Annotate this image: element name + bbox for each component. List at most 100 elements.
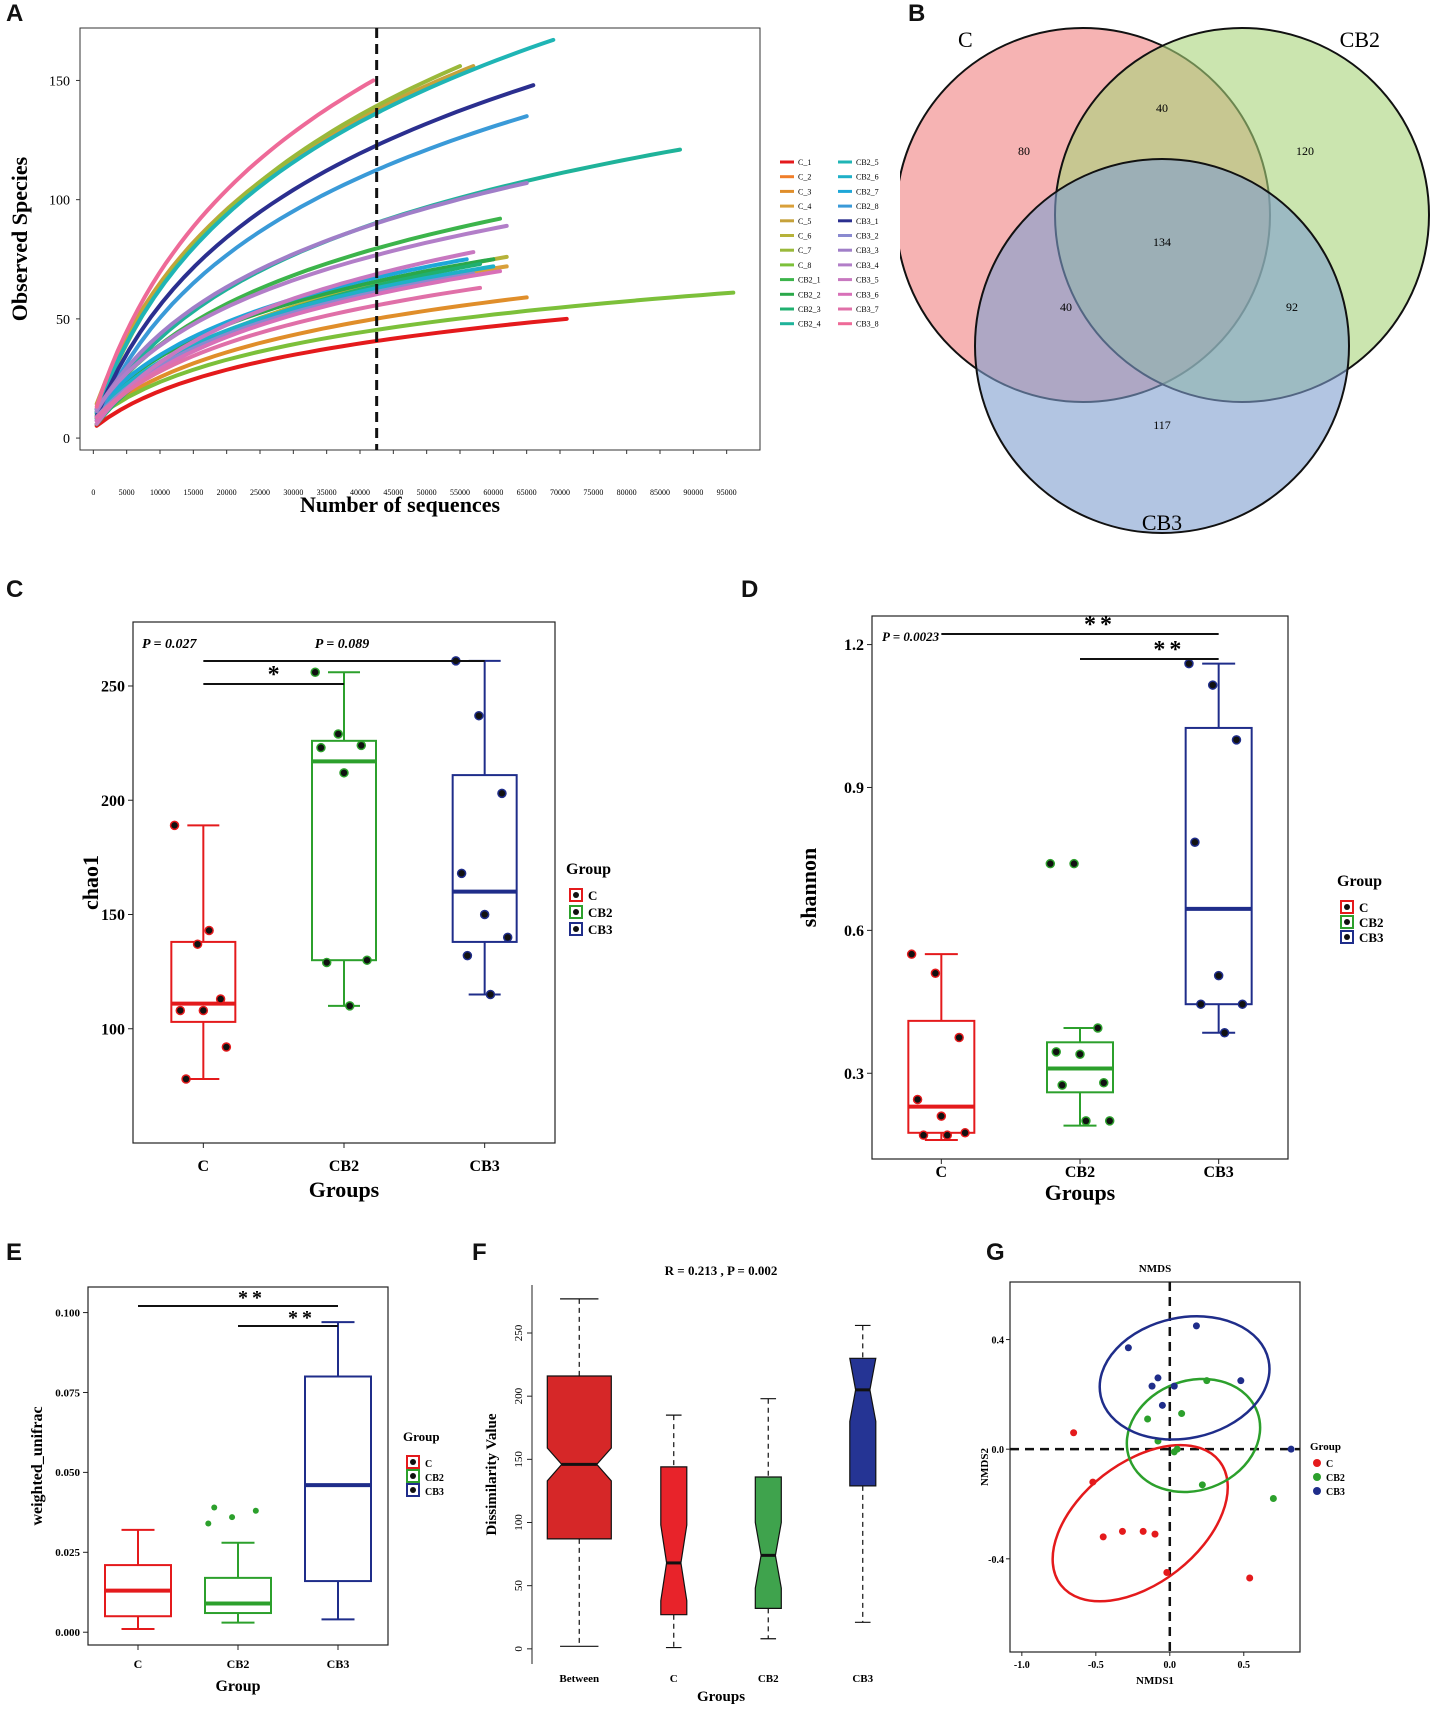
legend-label-c: C [588,888,597,903]
legend-label-c_2: C_2 [798,173,811,182]
venn-set-label-cb3: CB3 [1142,510,1182,535]
box-cb3 [304,1375,372,1583]
legend-key-cb2 [1340,915,1354,929]
legend-label-cb2_8: CB2_8 [856,202,879,211]
legend-title: Group [1337,873,1382,890]
data-point-cb2 [1269,1495,1277,1503]
data-point-c [1099,1533,1107,1541]
x-tick-label: 75000 [583,488,603,497]
legend-label-cb2_6: CB2_6 [856,173,879,182]
data-point-cb2 [1144,1415,1152,1423]
x-tick-label-cb2: CB2 [227,1657,250,1671]
legend-key-cb2 [569,905,583,919]
legend-key-dot-cb2 [1344,919,1350,925]
data-point-c [204,925,214,936]
legend-label-cb3_8: CB3_8 [856,320,879,329]
x-tick-label: 80000 [617,488,637,497]
x-tick-label: 60000 [483,488,503,497]
y-tick-label: 100 [513,1514,525,1531]
data-point-cb2 [1057,1080,1067,1090]
x-tick-label-c: C [936,1164,948,1181]
data-point-cb2 [362,955,372,965]
p-value-overall: P = 0.0023 [882,629,940,644]
x-tick-label: 50000 [417,488,437,497]
x-tick-label: 40000 [350,488,370,497]
series-line-cb3_5 [94,250,476,426]
plot-frame [1009,1281,1301,1653]
venn-set-label-cb2: CB2 [1340,27,1380,52]
data-point-cb3 [1231,735,1242,745]
y-tick-label: 50 [56,313,70,328]
panel-letter-a: A [6,0,24,27]
legend-key-c [1313,1459,1321,1467]
data-point-c [169,820,180,831]
data-point-cb2 [1104,1116,1115,1126]
x-axis-label: Groups [697,1689,745,1705]
legend-label-c_8: C_8 [798,261,811,270]
data-point-c [175,1005,186,1016]
y-tick-label: 150 [513,1451,525,1468]
significance-stars-cb2-cb3: ** [288,1307,316,1329]
p-value-pairwise: P = 0.089 [315,637,370,652]
x-tick-label-c: C [670,1673,678,1685]
data-point-c [1163,1569,1171,1577]
y-tick-label: 250 [101,679,125,696]
legend-key-cb2 [406,1469,420,1483]
data-point-cb3 [1158,1401,1166,1409]
x-tick-label: 0.5 [1238,1660,1251,1671]
significance-stars-c-cb3: ** [238,1287,266,1309]
legend-label-cb3_7: CB3_7 [856,305,879,314]
x-tick-label: -1.0 [1014,1660,1030,1671]
data-point-cb3 [497,788,507,799]
data-point-cb3 [1154,1374,1162,1382]
panel-letter-e: E [6,1239,23,1266]
y-tick-label: 150 [49,74,70,89]
x-tick-label-cb3: CB3 [470,1158,500,1175]
x-tick-label-cb3: CB3 [327,1657,350,1671]
legend-label-c_1: C_1 [798,158,811,167]
venn-count-cb2-only: 120 [1296,144,1314,158]
series-line-cb3_6 [94,269,502,423]
legend-key-dot-cb3 [573,926,579,932]
x-tick-label: 20000 [217,488,237,497]
y-tick-label: 200 [101,793,125,810]
significance-star: * [268,662,280,688]
legend-label-cb3_4: CB3_4 [856,261,879,270]
series-line-c_8 [94,290,736,421]
y-axis-label: NMDS2 [979,1448,991,1486]
legend-title: Group [1310,1441,1341,1453]
legend-label-cb3: CB3 [1326,1487,1345,1498]
legend-key-cb3 [1313,1487,1321,1495]
x-tick-label-cb2: CB2 [329,1158,359,1175]
data-point-c [181,1074,191,1084]
legend-title: Group [403,1429,440,1444]
data-point-cb2 [316,742,326,753]
ellipse-cb3 [1098,1315,1271,1441]
data-point-cb3 [1148,1382,1156,1390]
legend-label-cb3_6: CB3_6 [856,290,879,299]
data-point-cb3 [1184,658,1194,669]
x-tick-label: 45000 [383,488,403,497]
data-point-cb3 [502,932,513,943]
data-point-c [936,1111,947,1121]
panel-c: C 100 150 200 250 C CB2 CB3 Groups chao1 P = 0.02… [0,570,715,1210]
x-tick-label: 0 [91,488,95,497]
box-c [170,940,237,1023]
data-point-cb2 [1075,1049,1085,1059]
series-line-cb3_7 [94,285,482,420]
x-tick-label: 65000 [517,488,537,497]
data-point-cb2 [1173,1445,1181,1453]
x-axis-label: Group [215,1678,260,1695]
x-axis-label: NMDS1 [1136,1675,1174,1687]
y-tick-label: 0.100 [55,1307,80,1319]
legend-label-cb2_1: CB2_1 [798,276,821,285]
chart-title: NMDS [1139,1263,1171,1275]
y-tick-label: 0.0 [992,1445,1005,1456]
y-tick-label: 0.075 [55,1387,80,1399]
data-point-cb3 [1207,680,1218,690]
legend-label-c: C [425,1459,432,1470]
data-point-cb3 [1192,1322,1200,1330]
data-point-cb3 [1237,999,1248,1009]
legend-label-c_5: C_5 [798,217,811,226]
